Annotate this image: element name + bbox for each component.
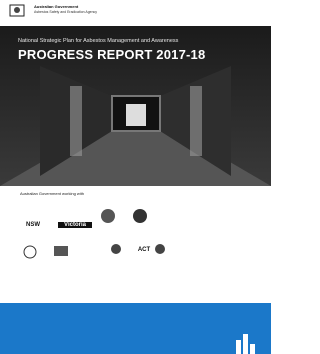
partners-heading: Australian Government working with bbox=[20, 191, 84, 196]
crest-emblem bbox=[14, 7, 20, 13]
crest bbox=[6, 3, 30, 19]
footer-band bbox=[0, 303, 271, 354]
government-name: Australian Government bbox=[34, 4, 78, 9]
light-panel bbox=[70, 86, 82, 156]
agency-name: Asbestos Safety and Eradication Agency bbox=[34, 10, 97, 14]
partner-emblems bbox=[20, 240, 80, 266]
agency-mark bbox=[232, 332, 260, 354]
page: {"header": {"government": "Australian Go… bbox=[0, 0, 271, 354]
mark-bar bbox=[250, 344, 255, 354]
emblem bbox=[24, 246, 36, 258]
partner-logo: Victoria bbox=[58, 222, 92, 228]
partner-logo: ACT bbox=[132, 247, 156, 253]
partner-emblems bbox=[96, 204, 176, 270]
emblem bbox=[54, 246, 68, 256]
emblem bbox=[133, 209, 147, 223]
title: PROGRESS REPORT 2017-18 bbox=[18, 47, 205, 62]
emblem bbox=[111, 244, 121, 254]
light-panel bbox=[190, 86, 202, 156]
mark-bar bbox=[236, 340, 241, 354]
mark-bar bbox=[243, 334, 248, 354]
partner-logo: NSW bbox=[20, 222, 46, 228]
emblem bbox=[155, 244, 165, 254]
far-light bbox=[126, 104, 146, 126]
subtitle: National Strategic Plan for Asbestos Man… bbox=[18, 38, 178, 44]
emblem bbox=[101, 209, 115, 223]
